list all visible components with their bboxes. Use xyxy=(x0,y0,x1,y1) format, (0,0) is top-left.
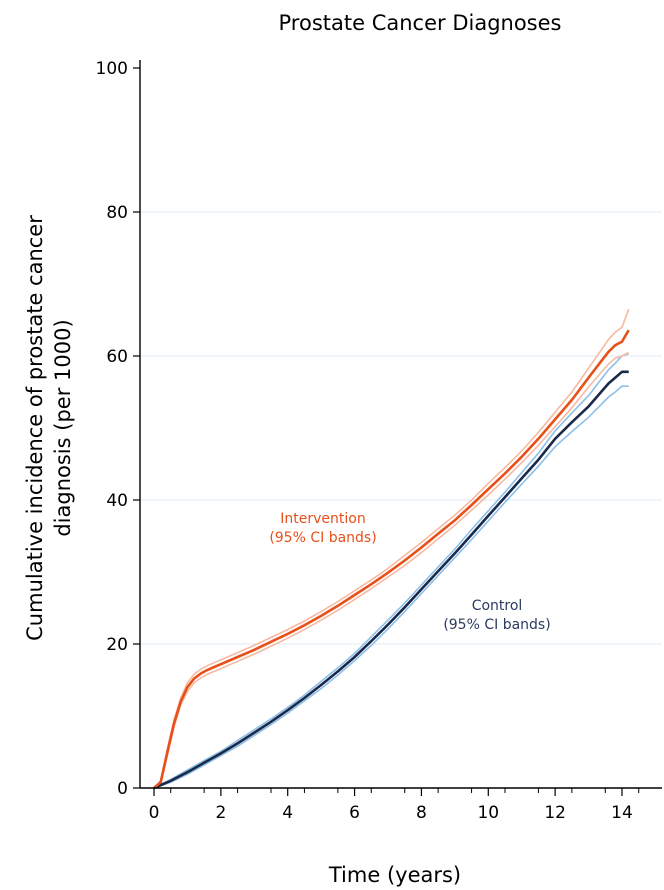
intervention-label-line-2: (95% CI bands) xyxy=(269,530,376,546)
control-ci-upper xyxy=(153,353,629,789)
x-tick-label-8: 8 xyxy=(416,803,427,823)
control-label-line-1: Control xyxy=(472,598,523,614)
x-tick-label-12: 12 xyxy=(544,803,566,823)
control-label-line-2: (95% CI bands) xyxy=(443,617,550,633)
intervention-ci-upper xyxy=(153,308,630,789)
y-tick-label-0: 0 xyxy=(117,779,128,799)
ci-bands xyxy=(153,308,630,789)
chart-title: Prostate Cancer Diagnoses xyxy=(279,11,562,35)
x-tick-label-6: 6 xyxy=(349,803,360,823)
control-ci-lower xyxy=(153,385,629,789)
x-tick-label-0: 0 xyxy=(149,803,160,823)
x-tick-label-4: 4 xyxy=(282,803,293,823)
y-tick-label-80: 80 xyxy=(106,203,128,223)
y-tick-label-40: 40 xyxy=(106,491,128,511)
y-tick-label-100: 100 xyxy=(96,59,128,79)
y-tick-label-60: 60 xyxy=(106,347,128,367)
grid-lines xyxy=(140,211,662,645)
y-axis-title-line-2: diagnosis (per 1000) xyxy=(51,319,75,536)
intervention-ci-lower xyxy=(153,351,630,789)
x-tick-label-14: 14 xyxy=(611,803,633,823)
series-lines xyxy=(153,329,630,790)
intervention-label-line-1: Intervention xyxy=(280,511,365,527)
tick-labels: 0 20 40 60 80 100 0 2 4 6 8 10 12 14 xyxy=(96,59,633,823)
intervention-line xyxy=(153,329,630,789)
y-tick-label-20: 20 xyxy=(106,635,128,655)
y-axis-title-line-1: Cumulative incidence of prostate cancer xyxy=(23,215,47,641)
x-axis-title: Time (years) xyxy=(328,863,461,887)
axes xyxy=(133,60,662,796)
x-tick-label-10: 10 xyxy=(477,803,499,823)
control-line xyxy=(153,370,629,790)
x-tick-label-2: 2 xyxy=(215,803,226,823)
